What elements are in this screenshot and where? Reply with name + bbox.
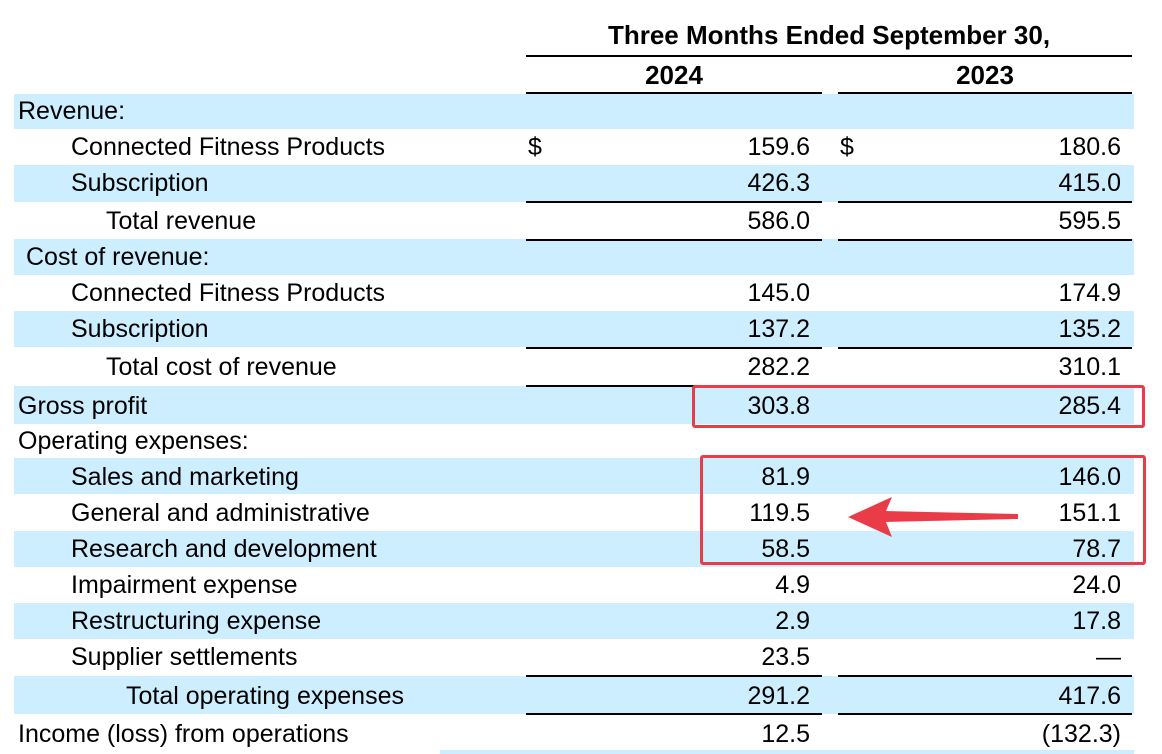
- row-label: Revenue:: [18, 97, 126, 125]
- subtotal-rule: [838, 347, 1132, 349]
- row-band: [14, 603, 1134, 639]
- value-2023: 24.0: [1072, 571, 1121, 599]
- value-2024: 586.0: [747, 207, 810, 235]
- period-title: Three Months Ended September 30,: [607, 20, 1051, 50]
- subtotal-rule: [838, 675, 1132, 677]
- row-label: Connected Fitness Products: [71, 133, 386, 161]
- value-2023: 135.2: [1058, 315, 1121, 343]
- row-band: [14, 386, 1134, 424]
- row-band: [14, 311, 1134, 347]
- subtotal-rule: [526, 201, 822, 203]
- row-label: Total operating expenses: [126, 682, 404, 710]
- currency-symbol: $: [840, 133, 854, 161]
- value-2023: 415.0: [1058, 169, 1121, 197]
- value-2024: 119.5: [749, 499, 810, 527]
- value-2023: 17.8: [1072, 607, 1121, 635]
- subtotal-rule: [526, 713, 822, 715]
- value-2023: 285.4: [1058, 392, 1121, 420]
- row-label: Impairment expense: [71, 571, 298, 599]
- row-band: [14, 676, 1134, 714]
- header-rule: [526, 55, 1132, 57]
- gross-profit-highlight: [692, 385, 1145, 428]
- row-label: Connected Fitness Products: [71, 279, 386, 307]
- row-label: Sales and marketing: [71, 463, 299, 491]
- value-2023: —: [1096, 643, 1121, 671]
- row-band: [14, 458, 1134, 494]
- year-2023-rule: [838, 92, 1132, 94]
- value-2024: 2.9: [775, 607, 810, 635]
- value-2023: 180.6: [1058, 133, 1121, 161]
- value-2023: 78.7: [1072, 535, 1121, 563]
- arrow-left-icon: [848, 497, 1018, 537]
- row-label: Total cost of revenue: [106, 353, 337, 381]
- row-label: General and administrative: [71, 499, 370, 527]
- value-2023: 151.1: [1058, 499, 1121, 527]
- row-label: Gross profit: [18, 392, 148, 420]
- subtotal-rule: [526, 239, 822, 241]
- subtotal-rule: [838, 201, 1132, 203]
- value-2024: 145.0: [747, 279, 810, 307]
- value-2024: 58.5: [761, 535, 810, 563]
- value-2023: 417.6: [1058, 682, 1121, 710]
- row-label: Restructuring expense: [71, 607, 322, 635]
- year-2024-rule: [526, 92, 822, 94]
- value-2024: 4.9: [775, 571, 810, 599]
- row-label: Subscription: [71, 315, 209, 343]
- row-band: [14, 239, 1134, 275]
- value-2023: 310.1: [1058, 353, 1121, 381]
- value-2024: 159.6: [747, 133, 810, 161]
- subtotal-rule: [526, 675, 822, 677]
- row-label: Supplier settlements: [71, 643, 298, 671]
- opex-highlight: [700, 455, 1146, 565]
- value-2024: 303.8: [747, 392, 810, 420]
- row-label: Research and development: [71, 535, 377, 563]
- row-label: Income (loss) from operations: [18, 720, 349, 748]
- value-2023: 595.5: [1058, 207, 1121, 235]
- row-band: [14, 165, 1134, 202]
- row-label: Cost of revenue:: [26, 243, 210, 271]
- subtotal-rule: [526, 347, 822, 349]
- value-2024: 282.2: [747, 353, 810, 381]
- value-2024: 426.3: [747, 169, 810, 197]
- subtotal-rule: [526, 385, 822, 387]
- value-2024: 12.5: [761, 720, 810, 748]
- value-2023: (132.3): [1041, 720, 1121, 748]
- row-band: [14, 531, 1134, 567]
- value-2024: 137.2: [747, 315, 810, 343]
- bottom-band: [440, 750, 1134, 754]
- value-2024: 81.9: [761, 463, 810, 491]
- subtotal-rule: [838, 239, 1132, 241]
- currency-symbol: $: [528, 133, 542, 161]
- row-label: Subscription: [71, 169, 209, 197]
- row-label: Operating expenses:: [18, 427, 249, 455]
- value-2023: 174.9: [1058, 279, 1121, 307]
- year-2024-header: 2024: [645, 60, 703, 90]
- value-2024: 291.2: [747, 682, 810, 710]
- value-2023: 146.0: [1058, 463, 1121, 491]
- row-band: [14, 94, 1134, 129]
- year-2023-header: 2023: [956, 60, 1014, 90]
- subtotal-rule: [838, 713, 1132, 715]
- row-label: Total revenue: [106, 207, 257, 235]
- value-2024: 23.5: [761, 643, 810, 671]
